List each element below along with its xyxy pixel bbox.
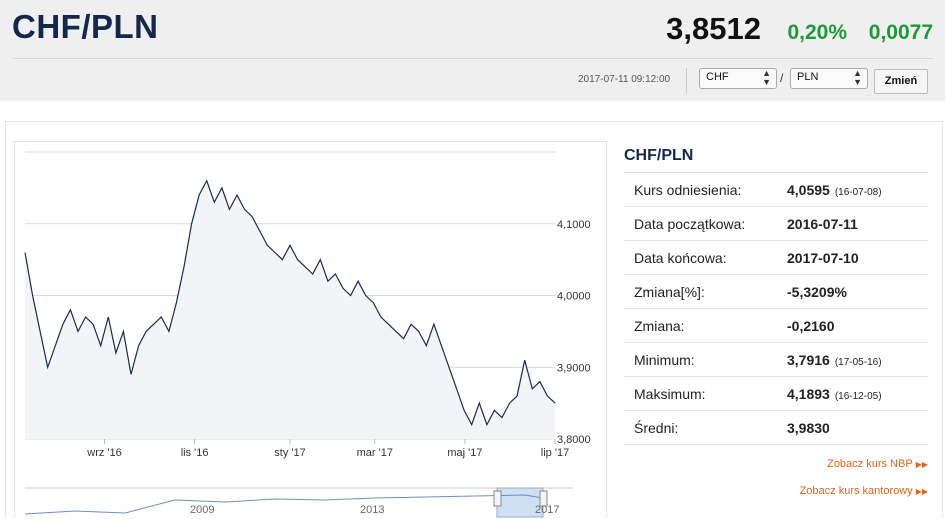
info-row-value-text: 3,7916: [787, 352, 830, 368]
info-row-value-text: 4,0595: [787, 182, 830, 198]
chart-container: 4,1000 4,0000 3,9000 3,8000 wrz '16 lis '16 s…: [14, 141, 607, 518]
info-row: Data końcowa: 2017-07-10: [624, 241, 928, 275]
exchange-office-rate-link-label: Zobacz kurs kantorowy: [799, 485, 913, 497]
info-row-label: Data początkowa:: [634, 216, 746, 232]
info-row-value: -0,2160: [787, 318, 834, 334]
nbp-rate-link-label: Zobacz kurs NBP: [827, 458, 913, 470]
navigator-label: 2017: [535, 504, 559, 516]
info-row-label: Zmiana[%]:: [634, 284, 705, 300]
chart-svg: 4,1000 4,0000 3,9000 3,8000 wrz '16 lis '16 s…: [24, 151, 591, 518]
info-row-value-text: -0,2160: [787, 318, 835, 334]
base-currency-value: CHF: [706, 71, 729, 83]
navigator-label: 2009: [190, 504, 214, 516]
series-area: [25, 180, 555, 439]
info-row-date: (16-07-08): [834, 187, 882, 198]
info-row-value: 4,1893 (16-12-05): [787, 386, 882, 402]
info-row-value: 2016-07-11: [787, 216, 858, 232]
navigator-handle: [493, 490, 502, 507]
info-row: Zmiana: -0,2160: [624, 309, 928, 343]
info-row-label: Data końcowa:: [634, 250, 727, 266]
info-row: Kurs odniesienia: 4,0595 (16-07-08): [624, 173, 928, 207]
info-row: Data początkowa: 2016-07-11: [624, 207, 928, 241]
x-tick-label: lis '16: [181, 447, 209, 459]
info-row-value: 3,7916 (17-05-16): [787, 352, 882, 368]
change-button[interactable]: Zmień: [874, 69, 928, 94]
change-absolute: 0,0077: [868, 21, 933, 44]
navigator-line: [24, 494, 544, 515]
double-arrow-right-icon: ▶▶: [915, 487, 928, 496]
info-row-value-text: 3,9830: [787, 420, 830, 436]
y-tick-label: 4,1000: [557, 219, 591, 231]
info-row-value: 4,0595 (16-07-08): [787, 182, 882, 198]
x-tick-label: lip '17: [541, 447, 569, 459]
y-tick-label: 3,9000: [557, 362, 591, 374]
select-arrows-icon: ▲ ▼: [762, 68, 771, 87]
info-row-value-text: 4,1893: [787, 386, 830, 402]
info-row-date: (16-12-05): [834, 391, 882, 402]
change-percent: 0,20%: [787, 21, 847, 44]
quote-currency-select[interactable]: PLN ▲ ▼: [790, 68, 868, 89]
x-tick-label: sty '17: [274, 447, 305, 459]
navigator-label: 2013: [360, 504, 384, 516]
info-row-label: Maksimum:: [634, 386, 706, 402]
info-row-value: 2017-07-10: [787, 250, 859, 266]
double-arrow-right-icon: ▶▶: [915, 460, 928, 469]
info-row: Maksimum: 4,1893 (16-12-05): [624, 377, 928, 411]
info-row: Minimum: 3,7916 (17-05-16): [624, 343, 928, 377]
navigator[interactable]: 2009 2013 2017: [24, 487, 573, 518]
pair-title: CHF/PLN: [12, 8, 159, 45]
header-bar: CHF/PLN 3,8512 0,20% 0,0077 2017-07-11 0…: [0, 0, 945, 101]
info-row-value: -5,3209%: [787, 284, 847, 300]
current-rate: 3,8512: [666, 11, 761, 46]
x-tick-label: wrz '16: [86, 447, 122, 459]
y-tick-label: 4,0000: [557, 291, 591, 303]
header-divider: [12, 58, 933, 59]
info-row-value-text: 2017-07-10: [787, 250, 859, 266]
x-tick-label: maj '17: [447, 447, 482, 459]
info-row-value-text: -5,3209%: [787, 284, 847, 300]
base-currency-select[interactable]: CHF ▲ ▼: [699, 68, 777, 89]
select-arrows-icon: ▲ ▼: [853, 68, 862, 87]
info-title: CHF/PLN: [624, 147, 694, 164]
info-table: Kurs odniesienia: 4,0595 (16-07-08) Data po…: [624, 172, 928, 445]
currency-separator: /: [780, 71, 784, 85]
info-row-label: Minimum:: [634, 352, 695, 368]
info-row: Średni: 3,9830: [624, 411, 928, 445]
nbp-rate-link[interactable]: Zobacz kurs NBP ▶▶: [827, 458, 928, 470]
x-tick-label: mar '17: [357, 447, 393, 459]
info-row-label: Zmiana:: [634, 318, 685, 334]
navigator-handle: [539, 490, 548, 507]
timestamp: 2017-07-11 09:12:00: [578, 74, 671, 85]
info-row: Zmiana[%]: -5,3209%: [624, 275, 928, 309]
y-tick-label: 3,8000: [557, 434, 591, 446]
info-row-value-text: 2016-07-11: [787, 216, 858, 232]
info-row-date: (17-05-16): [834, 357, 882, 368]
info-row-label: Kurs odniesienia:: [634, 182, 742, 198]
info-row-value: 3,9830: [787, 420, 830, 436]
content-panel: [5, 121, 943, 518]
info-row-label: Średni:: [634, 420, 679, 436]
series-line: [24, 179, 556, 427]
exchange-office-rate-link[interactable]: Zobacz kurs kantorowy ▶▶: [800, 485, 928, 497]
quote-currency-value: PLN: [797, 71, 819, 83]
vertical-separator: [686, 68, 687, 94]
